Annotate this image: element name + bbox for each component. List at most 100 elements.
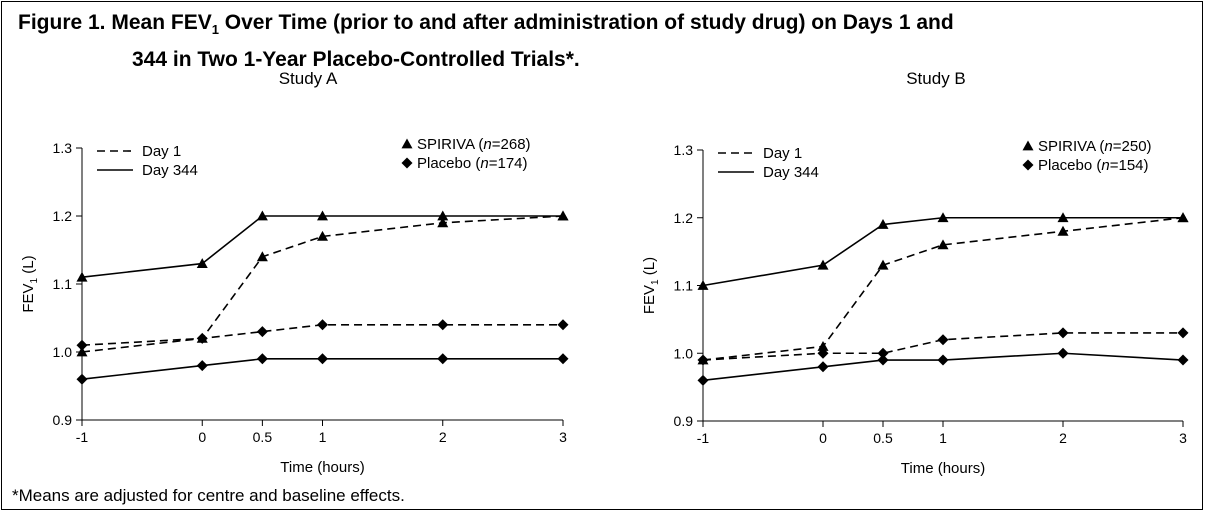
data-point-placebo xyxy=(697,374,709,386)
data-point-spiriva xyxy=(1057,212,1069,223)
data-point-spiriva xyxy=(256,210,268,221)
legend-marker-n: n xyxy=(1104,138,1112,155)
legend-marker-label: Placebo (n=154) xyxy=(1038,157,1149,174)
legend-marker-suffix: =268) xyxy=(492,136,531,153)
data-point-placebo xyxy=(76,339,88,351)
x-axis-label: Time (hours) xyxy=(280,459,364,476)
legend-marker-suffix: =154) xyxy=(1110,157,1149,174)
series-line-placebo-day-1 xyxy=(81,323,563,346)
y-axis-label-unit: (L) xyxy=(20,255,37,278)
chart-study-a: Study A 0.9 1.0 1.1 1.2 1.3 -1 0 0.5 1 2 3 Time (hou… xyxy=(20,69,569,476)
data-point-spiriva xyxy=(317,210,328,221)
y-axis-label-sub: 1 xyxy=(29,277,40,283)
data-point-placebo xyxy=(1177,354,1189,366)
legend-marker-prefix: Placebo ( xyxy=(417,155,480,172)
data-point-spiriva xyxy=(937,212,949,223)
chart-title: Study A xyxy=(279,69,338,88)
data-point-spiriva xyxy=(437,217,449,228)
y-tick-label: 1.1 xyxy=(674,278,694,294)
legend-marker-diamond xyxy=(401,157,413,169)
data-point-placebo xyxy=(557,319,569,331)
data-point-spiriva xyxy=(196,258,208,268)
data-point-placebo xyxy=(1057,347,1069,359)
series-line-spiriva-day-344 xyxy=(81,215,563,278)
data-point-spiriva xyxy=(877,259,889,270)
data-point-spiriva xyxy=(557,210,569,221)
legend-marker-triangle xyxy=(1022,140,1034,151)
x-tick-label: 2 xyxy=(439,429,447,445)
legend-marker-prefix: SPIRIVA ( xyxy=(417,136,483,153)
data-point-placebo xyxy=(256,326,268,338)
series-line-placebo-day-1 xyxy=(702,332,1183,361)
y-tick-label: 1.1 xyxy=(53,276,73,292)
data-point-spiriva xyxy=(1177,212,1189,223)
y-tick-label: 1.2 xyxy=(674,210,694,226)
series-line-spiriva-day-344 xyxy=(702,216,1183,287)
title-subscript: 1 xyxy=(211,22,219,38)
series-line-spiriva-day-1 xyxy=(702,216,1184,361)
legend-marker-prefix: SPIRIVA ( xyxy=(1038,138,1104,155)
series-line-spiriva-day-1 xyxy=(81,215,564,353)
y-tick-label: 1.0 xyxy=(674,345,694,361)
data-point-spiriva xyxy=(256,251,268,262)
title-line2: 344 in Two 1-Year Placebo-Controlled Tri… xyxy=(132,48,580,72)
y-tick-label: 0.9 xyxy=(53,412,73,428)
legend-marker-label: SPIRIVA (n=250) xyxy=(1038,138,1152,155)
data-point-spiriva xyxy=(817,259,829,270)
data-point-spiriva xyxy=(1057,225,1069,236)
data-point-placebo xyxy=(877,354,889,366)
x-tick-label: 2 xyxy=(1059,430,1067,446)
title-line1-rest: Over Time (prior to and after administra… xyxy=(218,11,954,34)
legend-marker-label: SPIRIVA (n=268) xyxy=(417,136,531,153)
y-tick-label: 0.9 xyxy=(674,413,694,429)
y-axis-label-sub: 1 xyxy=(650,279,661,285)
legend-marker-n: n xyxy=(480,155,488,172)
legend-line-label: Day 344 xyxy=(142,162,198,179)
y-axis-label: FEV1 (L) xyxy=(20,255,40,312)
data-point-placebo xyxy=(196,360,208,372)
data-point-placebo xyxy=(1057,327,1069,339)
data-point-placebo xyxy=(437,353,449,365)
y-axis-label: FEV1 (L) xyxy=(641,257,661,314)
legend-marker-diamond xyxy=(1022,159,1034,171)
x-tick-label: 0.5 xyxy=(253,429,273,445)
data-point-placebo xyxy=(196,332,208,344)
x-tick-label: -1 xyxy=(76,429,89,445)
data-point-spiriva xyxy=(697,280,709,290)
legend-line-label: Day 1 xyxy=(763,145,802,162)
data-point-placebo xyxy=(877,347,889,359)
x-tick-label: 0 xyxy=(198,429,206,445)
x-tick-label: 0 xyxy=(819,430,827,446)
footnote: *Means are adjusted for centre and basel… xyxy=(12,486,405,505)
data-point-placebo xyxy=(937,354,949,366)
data-point-spiriva xyxy=(877,219,889,229)
data-point-placebo xyxy=(1177,327,1189,339)
legend-line-label: Day 1 xyxy=(142,143,181,160)
title-prefix: Figure 1. Mean FEV xyxy=(18,11,212,34)
data-point-spiriva xyxy=(937,239,949,250)
legend-marker-suffix: =174) xyxy=(489,155,528,172)
series-line-placebo-day-344 xyxy=(702,352,1184,382)
series-line-placebo-day-344 xyxy=(81,357,563,380)
legend-marker-label: Placebo (n=174) xyxy=(417,155,528,172)
data-point-spiriva xyxy=(76,346,88,357)
chart-study-b: Study B 0.9 1.0 1.1 1.2 1.3 -1 0 0.5 1 2 3 Time (hou… xyxy=(641,69,1189,477)
data-point-placebo xyxy=(817,347,829,359)
chart-title: Study B xyxy=(906,69,966,88)
y-tick-label: 1.3 xyxy=(674,142,694,158)
data-point-spiriva xyxy=(76,271,88,282)
y-tick-label: 1.0 xyxy=(53,344,73,360)
legend-marker-suffix: =250) xyxy=(1113,138,1152,155)
legend-marker-prefix: Placebo ( xyxy=(1038,157,1101,174)
y-axis-label-unit: (L) xyxy=(641,257,658,280)
data-point-placebo xyxy=(256,353,268,365)
y-tick-label: 1.2 xyxy=(53,208,73,224)
legend-line-label: Day 344 xyxy=(763,164,819,181)
y-axis-label-main: FEV xyxy=(641,285,658,314)
x-tick-label: 3 xyxy=(1179,430,1187,446)
x-tick-label: -1 xyxy=(697,430,710,446)
legend-marker-n: n xyxy=(483,136,491,153)
x-tick-label: 3 xyxy=(559,429,567,445)
y-axis-label-main: FEV xyxy=(20,283,37,312)
